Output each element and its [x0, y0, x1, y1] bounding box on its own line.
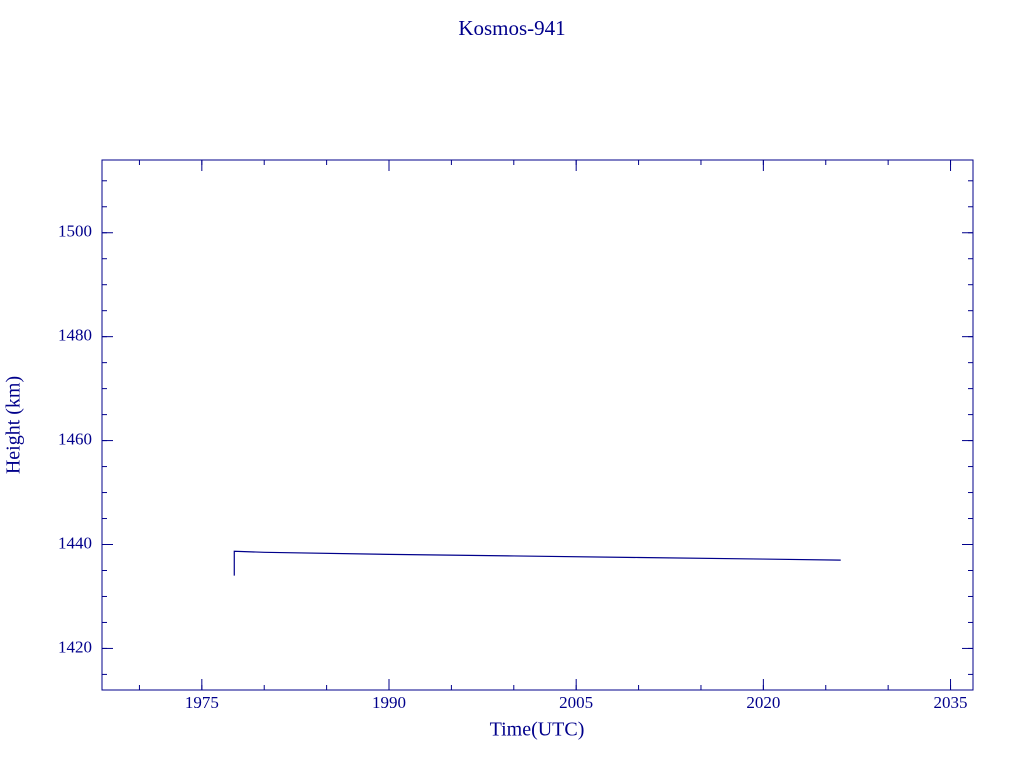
x-tick-label: 1990 [372, 693, 406, 712]
y-tick-label: 1480 [58, 326, 92, 345]
x-tick-label: 1975 [185, 693, 219, 712]
x-tick-label: 2020 [746, 693, 780, 712]
y-tick-label: 1440 [58, 533, 92, 552]
x-tick-label: 2005 [559, 693, 593, 712]
plot-frame [101, 159, 974, 691]
y-axis-label: Height (km) [3, 376, 25, 474]
x-axis-label: Time(UTC) [490, 719, 585, 741]
y-tick-label: 1420 [58, 637, 92, 656]
chart-title: Kosmos-941 [458, 16, 565, 40]
y-tick-label: 1500 [58, 222, 92, 241]
y-tick-label: 1460 [58, 429, 92, 448]
x-tick-label: 2035 [934, 693, 968, 712]
data-line [233, 550, 841, 576]
